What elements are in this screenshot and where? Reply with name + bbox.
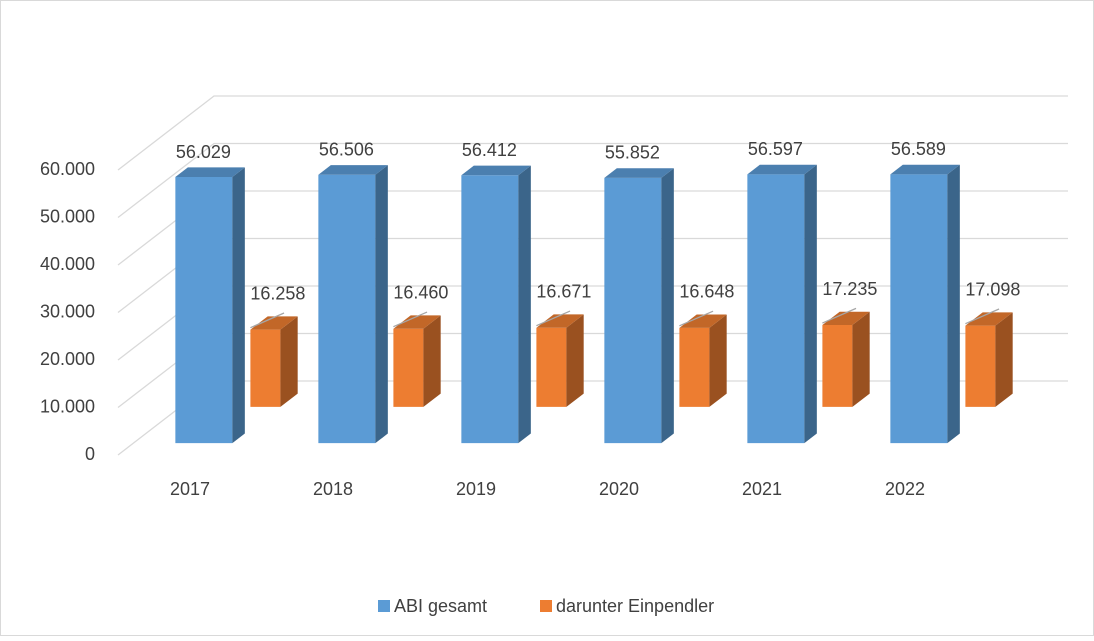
bar-side <box>995 312 1013 407</box>
bar-front <box>604 177 662 444</box>
y-tick-label: 40.000 <box>40 254 95 274</box>
bar-front <box>461 175 519 444</box>
data-label: 16.258 <box>250 283 305 303</box>
data-label: 17.098 <box>965 279 1020 299</box>
y-tick-label: 50.000 <box>40 206 95 226</box>
bar-top <box>318 165 388 175</box>
bar <box>679 314 727 407</box>
bar-front <box>890 174 948 444</box>
y-tick-label: 30.000 <box>40 301 95 321</box>
bar-side <box>375 165 388 444</box>
bar-side <box>518 165 531 444</box>
bar-front <box>536 327 567 407</box>
data-label: 16.648 <box>679 282 734 302</box>
bar <box>890 164 960 444</box>
bar-front <box>822 325 853 407</box>
bar-top <box>747 164 817 175</box>
bar-side <box>709 314 727 407</box>
bar <box>175 167 245 444</box>
bar <box>536 314 584 407</box>
x-tick-label: 2021 <box>742 479 782 499</box>
bar-top <box>965 312 1013 326</box>
bar-top <box>461 165 531 176</box>
bar-side <box>280 316 298 407</box>
bar-top <box>175 167 245 178</box>
bar-side <box>804 164 817 444</box>
bar <box>822 311 870 407</box>
grid-line <box>117 142 1068 219</box>
legend-label: ABI gesamt <box>394 596 487 616</box>
bar <box>604 168 674 444</box>
bar-side <box>661 168 674 444</box>
bar <box>747 164 817 444</box>
bar <box>965 312 1013 407</box>
leader-line <box>250 312 285 329</box>
bar <box>250 316 298 407</box>
data-label: 56.589 <box>891 139 946 159</box>
x-tick-label: 2019 <box>456 479 496 499</box>
data-label: 16.671 <box>536 281 591 301</box>
bar-front <box>679 327 710 407</box>
bar-front <box>318 174 376 444</box>
bar-side <box>232 167 245 444</box>
data-label: 17.235 <box>822 279 877 299</box>
legend-label: darunter Einpendler <box>556 596 714 616</box>
y-tick-label: 10.000 <box>40 396 95 416</box>
data-label: 16.460 <box>393 282 448 302</box>
bar-front <box>747 174 805 444</box>
bar <box>461 165 531 444</box>
leader-line <box>393 311 428 328</box>
bar-top <box>604 168 674 178</box>
bar-front <box>250 329 281 407</box>
bar-top <box>679 314 727 328</box>
y-tick-label: 20.000 <box>40 349 95 369</box>
x-tick-label: 2020 <box>599 479 639 499</box>
bar-front <box>393 328 424 407</box>
data-label: 56.506 <box>319 140 374 160</box>
legend-swatch <box>540 600 552 612</box>
leader-line <box>536 310 571 327</box>
bar <box>393 315 441 407</box>
bar-top <box>822 311 870 326</box>
x-tick-label: 2022 <box>885 479 925 499</box>
bar-side <box>423 315 441 407</box>
x-tick-label: 2018 <box>313 479 353 499</box>
legend-swatch <box>378 600 390 612</box>
bar-top <box>393 315 441 329</box>
y-tick-label: 0 <box>85 444 95 464</box>
bar-side <box>566 314 584 407</box>
x-tick-label: 2017 <box>170 479 210 499</box>
y-tick-label: 60.000 <box>40 159 95 179</box>
bar-top <box>250 316 298 330</box>
data-label: 56.029 <box>176 142 231 162</box>
grid-line <box>117 95 1068 171</box>
bar-top <box>890 164 960 175</box>
data-label: 55.852 <box>605 143 660 163</box>
bar-side <box>852 311 870 407</box>
bar <box>318 165 388 444</box>
bar-top <box>536 314 584 328</box>
leader-line <box>679 310 714 327</box>
bar-side <box>947 164 960 444</box>
leader-line <box>822 307 857 324</box>
bar-front <box>175 177 233 444</box>
leader-line <box>965 308 1000 325</box>
bar-front <box>965 325 996 407</box>
data-label: 56.412 <box>462 140 517 160</box>
data-label: 56.597 <box>748 139 803 159</box>
